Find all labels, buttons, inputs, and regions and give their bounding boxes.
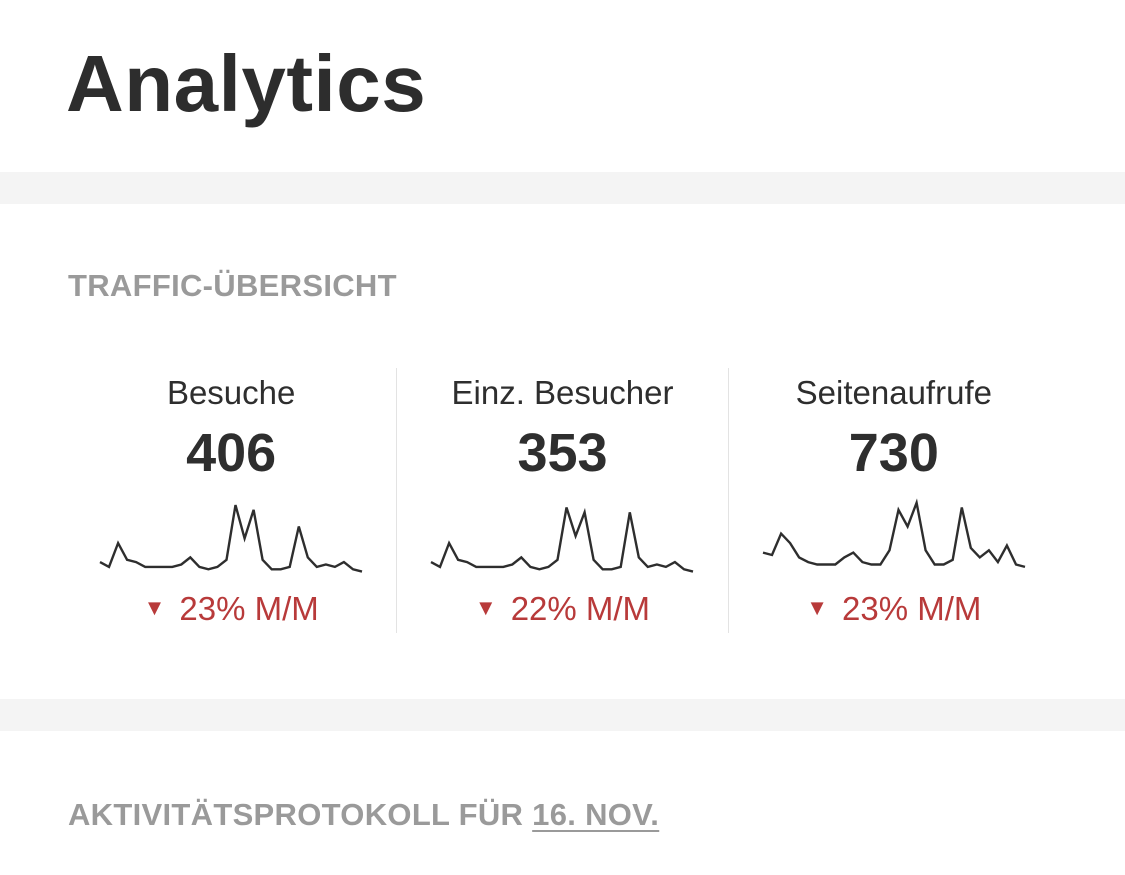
- activity-log-label: AKTIVITÄTSPROTOKOLL FÜR: [68, 797, 524, 832]
- stat-page-views[interactable]: Seitenaufrufe 730 ▼ 23% M/M: [727, 368, 1059, 633]
- change-indicator: ▼ 23% M/M: [729, 590, 1059, 628]
- sparkline-chart: [99, 504, 363, 573]
- change-indicator: ▼ 22% M/M: [397, 590, 727, 628]
- sparkline-chart: [430, 507, 694, 573]
- stat-visits[interactable]: Besuche 406 ▼ 23% M/M: [66, 368, 396, 633]
- page-title: Analytics: [66, 39, 427, 128]
- sparkline-line: [430, 507, 694, 573]
- change-value: 22% M/M: [510, 590, 651, 627]
- activity-date-link[interactable]: 16. NOV.: [532, 797, 660, 832]
- sparkline-chart: [762, 498, 1025, 569]
- stat-label: Einz. Besucher: [451, 374, 674, 411]
- stat-unique-visitors[interactable]: Einz. Besucher 353 ▼ 22% M/M: [396, 368, 727, 633]
- change-value: 23% M/M: [842, 590, 982, 627]
- activity-log-heading: AKTIVITÄTSPROTOKOLL FÜR 16. NOV.: [68, 797, 659, 833]
- section-divider: [0, 699, 1125, 731]
- change-value: 23% M/M: [179, 590, 319, 627]
- sparkline-line: [762, 498, 1025, 569]
- stat-label: Seitenaufrufe: [795, 374, 992, 411]
- traffic-stats: Besuche 406 ▼ 23% M/M Einz. Besucher 353 …: [66, 368, 1059, 633]
- sparkline-line: [99, 504, 363, 573]
- stat-label: Besuche: [166, 374, 296, 411]
- stat-value: 406: [186, 423, 277, 483]
- triangle-down-icon: ▼: [143, 595, 166, 620]
- stat-value: 730: [848, 423, 939, 483]
- triangle-down-icon: ▼: [474, 595, 497, 620]
- stat-value: 353: [517, 423, 608, 483]
- change-indicator: ▼ 23% M/M: [66, 590, 396, 628]
- section-divider: [0, 172, 1125, 204]
- triangle-down-icon: ▼: [806, 595, 829, 620]
- traffic-overview-heading: TRAFFIC-ÜBERSICHT: [68, 268, 397, 303]
